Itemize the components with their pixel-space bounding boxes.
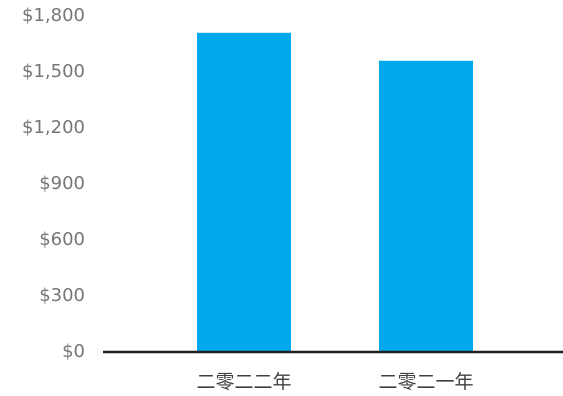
y-tick-label: $600 (39, 229, 85, 250)
y-tick-label: $1,200 (22, 117, 85, 138)
bar-series (197, 32, 473, 353)
y-tick-label: $300 (39, 285, 85, 306)
x-tick-label: 二零二二年 (196, 371, 291, 393)
x-tick-label: 二零二一年 (378, 371, 473, 393)
x-axis-tick-labels: 二零二二年 二零二一年 (196, 371, 473, 393)
bar (379, 60, 473, 353)
y-tick-label: $1,800 (22, 5, 85, 26)
y-axis-tick-labels: $0 $300 $600 $900 $1,200 $1,500 $1,800 (22, 5, 85, 362)
y-tick-label: $1,500 (22, 61, 85, 82)
y-tick-label: $0 (62, 341, 85, 362)
bar (197, 32, 291, 353)
y-tick-label: $900 (39, 173, 85, 194)
